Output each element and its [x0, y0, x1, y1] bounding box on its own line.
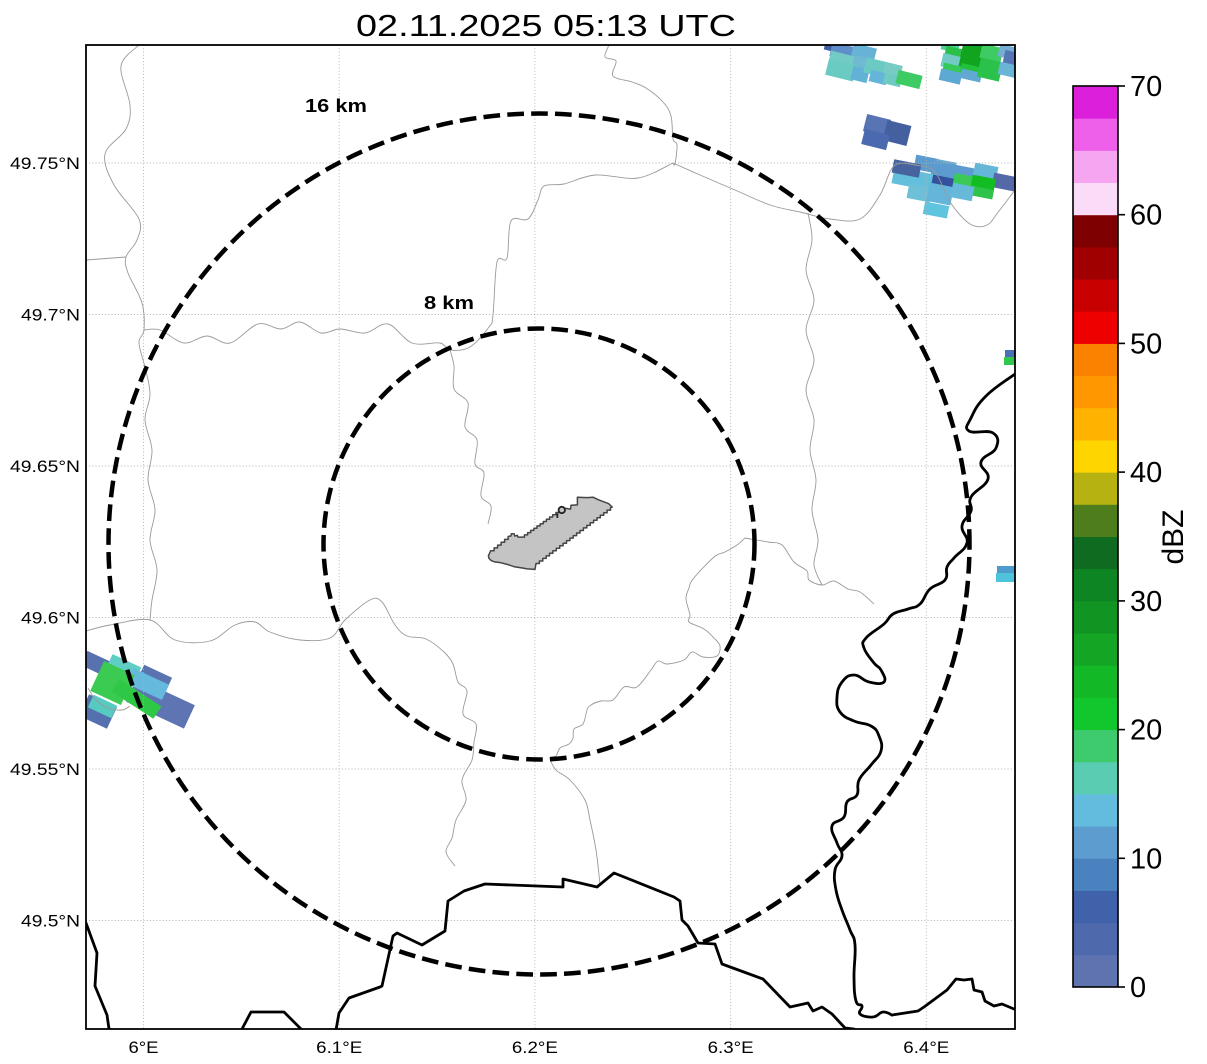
svg-text:49.7°N: 49.7°N: [21, 306, 80, 325]
svg-text:02.11.2025 05:13 UTC: 02.11.2025 05:13 UTC: [356, 8, 736, 43]
svg-text:6°E: 6°E: [129, 1038, 159, 1057]
svg-text:60: 60: [1130, 200, 1162, 232]
svg-text:50: 50: [1130, 328, 1162, 360]
svg-text:49.65°N: 49.65°N: [10, 457, 80, 476]
svg-text:20: 20: [1130, 715, 1162, 747]
svg-text:6.1°E: 6.1°E: [316, 1038, 362, 1057]
svg-text:49.55°N: 49.55°N: [10, 760, 80, 779]
svg-text:70: 70: [1130, 71, 1162, 103]
svg-text:6.3°E: 6.3°E: [708, 1038, 754, 1057]
svg-text:30: 30: [1130, 586, 1162, 618]
svg-text:0: 0: [1130, 972, 1146, 1004]
svg-text:6.2°E: 6.2°E: [512, 1038, 558, 1057]
svg-text:49.75°N: 49.75°N: [10, 154, 80, 173]
svg-text:16 km: 16 km: [305, 96, 367, 116]
svg-text:dBZ: dBZ: [1157, 509, 1190, 564]
svg-text:8 km: 8 km: [424, 293, 474, 313]
svg-text:49.6°N: 49.6°N: [21, 609, 80, 628]
svg-text:10: 10: [1130, 843, 1162, 875]
svg-text:6.4°E: 6.4°E: [903, 1038, 949, 1057]
svg-text:40: 40: [1130, 457, 1162, 489]
svg-text:49.5°N: 49.5°N: [21, 912, 80, 931]
